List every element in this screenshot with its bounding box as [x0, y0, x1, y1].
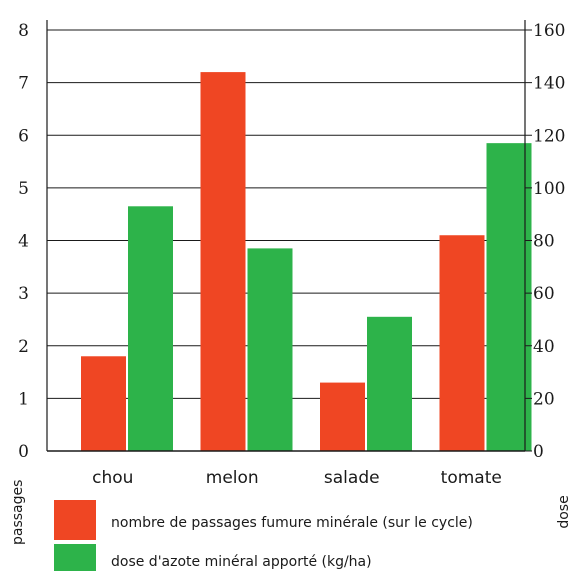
category-labels: chou melon salade tomate — [92, 468, 502, 488]
right-axis-ticks: 0 20 40 60 80 100 120 140 160 — [525, 21, 565, 462]
y-axis-left-title: passages — [10, 480, 26, 545]
bar-melon-series-1 — [200, 72, 246, 451]
legend-swatch-series-2 — [54, 544, 96, 571]
legend-label-series-2: dose d'azote minéral apporté (kg/ha) — [111, 554, 372, 570]
bar-melon-series-2 — [247, 248, 293, 451]
y-right-tick-label: 140 — [533, 74, 565, 94]
legend: nombre de passages fumure minérale (sur … — [54, 500, 473, 571]
x-category-label: tomate — [441, 468, 502, 488]
y-right-tick-label: 160 — [533, 21, 565, 41]
bar-tomate-series-1 — [439, 235, 485, 451]
legend-swatch-series-1 — [54, 500, 96, 540]
y-right-tick-label: 60 — [533, 284, 555, 304]
y-left-tick-label: 8 — [18, 21, 29, 41]
bar-chou-series-2 — [128, 206, 173, 451]
bar-tomate-series-2 — [486, 143, 532, 452]
y-right-tick-label: 80 — [533, 232, 555, 252]
y-right-tick-label: 0 — [533, 442, 544, 462]
y-right-tick-label: 20 — [533, 389, 555, 409]
axes — [46, 20, 526, 452]
y-left-tick-label: 0 — [18, 442, 29, 462]
y-left-tick-label: 6 — [18, 126, 29, 146]
left-axis-ticks: 0 1 2 3 4 5 6 7 8 — [18, 21, 29, 462]
x-category-label: melon — [206, 468, 259, 488]
bars — [81, 72, 532, 452]
y-left-tick-label: 1 — [18, 389, 29, 409]
x-category-label: chou — [92, 468, 133, 488]
y-left-tick-label: 4 — [18, 232, 29, 252]
y-left-tick-label: 7 — [18, 74, 29, 94]
y-left-tick-label: 2 — [18, 337, 29, 357]
bar-salade-series-1 — [320, 382, 365, 451]
x-category-label: salade — [324, 468, 380, 488]
y-right-tick-label: 120 — [533, 126, 565, 146]
y-axis-right-title: dose — [556, 495, 572, 528]
y-right-tick-label: 100 — [533, 179, 565, 199]
bar-salade-series-2 — [367, 316, 412, 451]
y-right-tick-label: 40 — [533, 337, 555, 357]
y-left-tick-label: 5 — [18, 179, 29, 199]
bar-chou-series-1 — [81, 356, 126, 451]
y-left-tick-label: 3 — [18, 284, 29, 304]
legend-label-series-1: nombre de passages fumure minérale (sur … — [111, 515, 473, 531]
